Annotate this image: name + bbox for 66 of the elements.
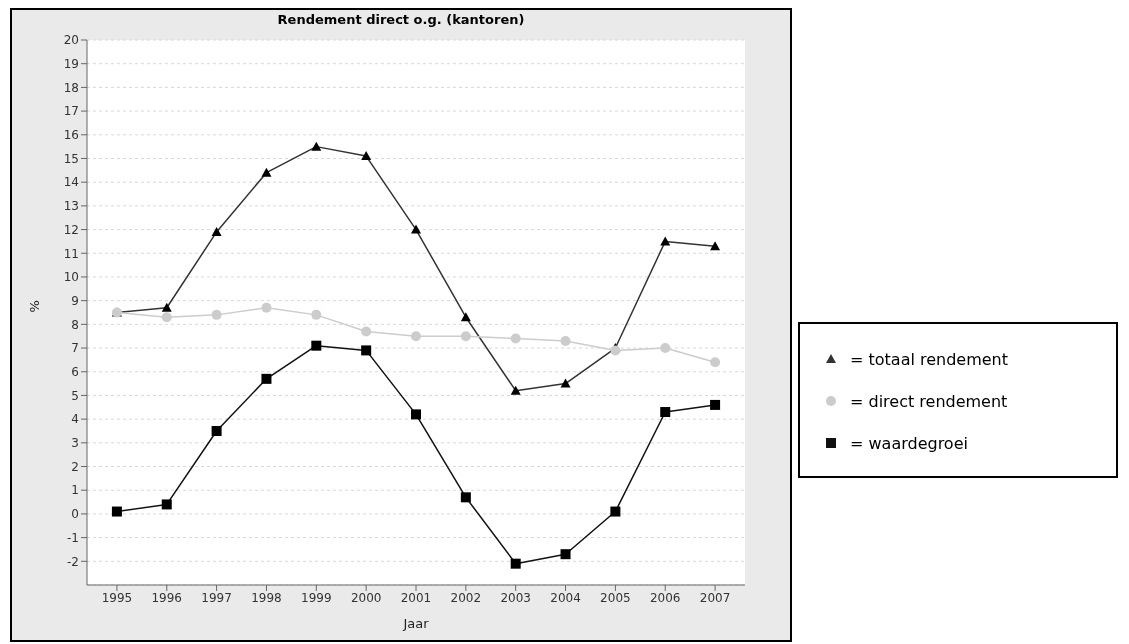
point bbox=[311, 309, 322, 320]
x-tick-label: 1997 bbox=[201, 590, 232, 605]
point bbox=[510, 333, 521, 344]
y-tick-label: -2 bbox=[67, 554, 79, 569]
y-tick-label: 17 bbox=[63, 104, 79, 119]
legend-label: = direct rendement bbox=[850, 391, 1008, 411]
y-tick-label: 3 bbox=[71, 436, 79, 451]
point bbox=[560, 549, 571, 560]
x-tick-label: 2001 bbox=[400, 590, 432, 605]
point bbox=[211, 309, 222, 320]
point bbox=[510, 558, 521, 569]
point bbox=[411, 331, 421, 342]
point bbox=[660, 343, 671, 354]
y-tick-label: 12 bbox=[63, 222, 79, 237]
y-tick-label: 20 bbox=[63, 33, 79, 48]
point bbox=[710, 399, 721, 410]
y-axis-title: % bbox=[26, 300, 42, 313]
y-tick-label: 16 bbox=[63, 128, 79, 143]
y-tick-label: 2 bbox=[71, 459, 79, 474]
y-tick-label: 10 bbox=[63, 270, 79, 285]
point bbox=[610, 506, 621, 517]
x-tick-label: 2003 bbox=[500, 590, 531, 605]
legend-label: = waardegroei bbox=[850, 433, 968, 453]
y-tick-label: 9 bbox=[71, 293, 79, 308]
point bbox=[111, 506, 122, 517]
x-tick-label: 2002 bbox=[450, 590, 482, 605]
y-tick-label: 0 bbox=[71, 507, 79, 522]
point bbox=[361, 345, 372, 356]
point bbox=[560, 335, 571, 346]
chart-title: Rendement direct o.g. (kantoren) bbox=[276, 12, 526, 27]
x-tick-label: 2007 bbox=[699, 590, 731, 605]
point bbox=[660, 407, 671, 418]
point bbox=[261, 373, 272, 384]
point bbox=[161, 312, 172, 323]
y-tick-label: 8 bbox=[71, 317, 79, 332]
point bbox=[460, 492, 471, 503]
x-tick-label: 1996 bbox=[151, 590, 183, 605]
y-tick-label: 6 bbox=[71, 365, 79, 379]
y-tick-label: 5 bbox=[71, 388, 79, 403]
legend-label: = totaal rendement bbox=[850, 349, 1009, 369]
x-tick-label: 2006 bbox=[649, 590, 681, 605]
point bbox=[710, 357, 721, 368]
y-tick-label: -1 bbox=[67, 530, 79, 545]
point bbox=[460, 331, 471, 342]
y-tick-label: 14 bbox=[63, 175, 79, 190]
x-tick-label: 2000 bbox=[350, 590, 382, 605]
point bbox=[311, 340, 322, 351]
x-tick-label: 2005 bbox=[600, 590, 631, 605]
point bbox=[211, 425, 222, 436]
y-tick-label: 18 bbox=[63, 80, 79, 95]
point bbox=[261, 302, 272, 313]
y-tick-label: 19 bbox=[63, 56, 79, 71]
point bbox=[161, 499, 172, 510]
y-tick-label: 1 bbox=[71, 483, 79, 498]
x-tick-label: 1999 bbox=[301, 590, 332, 605]
y-tick-label: 15 bbox=[63, 151, 79, 166]
y-tick-label: 13 bbox=[63, 199, 79, 214]
x-tick-label: 2004 bbox=[550, 590, 581, 605]
x-axis-title: Jaar bbox=[402, 616, 430, 631]
y-tick-label: 7 bbox=[71, 341, 79, 356]
point bbox=[411, 409, 421, 420]
point bbox=[361, 326, 372, 337]
y-tick-label: 11 bbox=[63, 246, 79, 261]
x-tick-label: 1995 bbox=[101, 590, 133, 605]
y-tick-label: 4 bbox=[71, 412, 79, 427]
x-tick-label: 1998 bbox=[251, 590, 282, 605]
